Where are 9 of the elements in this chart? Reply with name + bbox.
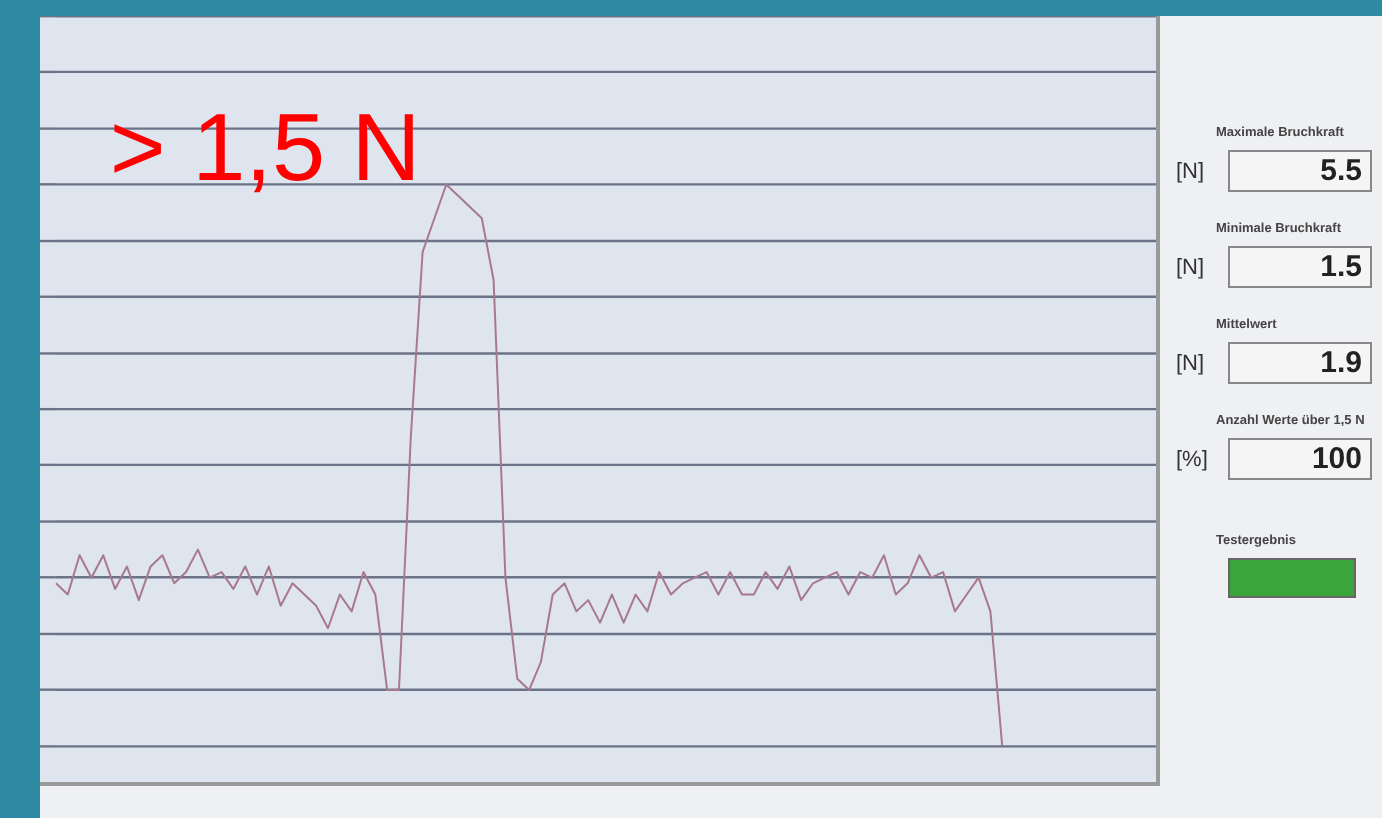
annotation: > 1,5 N [109, 95, 421, 202]
text: 5.5 [1228, 150, 1372, 192]
text: 100 [1228, 438, 1372, 480]
text: [N] [1176, 255, 1207, 279]
text: [%] [1176, 447, 1210, 471]
text: 1.9 [1228, 342, 1372, 384]
text: [N] [1176, 159, 1207, 183]
text: [N] [1176, 351, 1207, 375]
text: 1.5 [1228, 246, 1372, 288]
